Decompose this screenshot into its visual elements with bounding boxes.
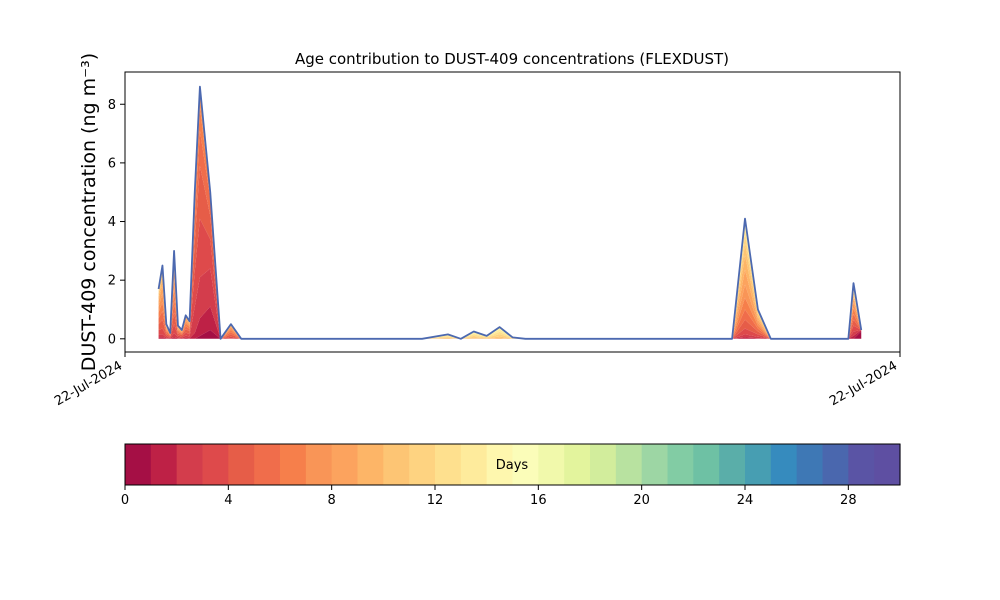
colorbar-tick-label: 24 xyxy=(737,493,754,508)
plot-area xyxy=(157,85,863,340)
colorbar-segment xyxy=(486,444,514,485)
y-tick-label: 4 xyxy=(108,215,116,230)
colorbar-segment xyxy=(125,444,152,485)
colorbar-segment xyxy=(822,444,849,485)
axes-frame xyxy=(124,71,901,353)
y-axis: 0 2 4 6 8 xyxy=(108,98,125,347)
colorbar xyxy=(124,443,901,486)
colorbar-label: Days xyxy=(496,458,529,473)
colorbar-tick-label: 8 xyxy=(328,493,336,508)
colorbar-frame xyxy=(124,443,901,486)
colorbar-segment xyxy=(590,444,617,485)
colorbar-tick-label: 0 xyxy=(121,493,129,508)
colorbar-segment xyxy=(848,444,875,485)
colorbar-segment xyxy=(874,444,901,485)
colorbar-tick-label: 16 xyxy=(530,493,547,508)
colorbar-segment xyxy=(538,444,565,485)
colorbar-tick-label: 4 xyxy=(224,493,232,508)
plot-frame xyxy=(124,71,901,353)
y-tick-label: 2 xyxy=(108,274,116,289)
colorbar-segment xyxy=(641,444,669,485)
colorbar-ticks: 0 4 8 12 16 20 24 28 xyxy=(121,485,857,508)
colorbar-segment xyxy=(435,444,462,485)
colorbar-tick-label: 28 xyxy=(840,493,857,508)
colorbar-segment xyxy=(770,444,798,485)
colorbar-segment xyxy=(667,444,694,485)
colorbar-segment xyxy=(409,444,436,485)
colorbar-segment xyxy=(357,444,384,485)
y-tick-label: 6 xyxy=(108,156,116,171)
colorbar-segment xyxy=(228,444,255,485)
colorbar-segment xyxy=(745,444,772,485)
colorbar-segment xyxy=(719,444,746,485)
colorbar-segment xyxy=(564,444,591,485)
colorbar-segment xyxy=(331,444,359,485)
colorbar-segment xyxy=(280,444,307,485)
colorbar-segment xyxy=(615,444,643,485)
colorbar-segment xyxy=(383,444,410,485)
colorbar-segment xyxy=(512,444,539,485)
y-tick-label: 8 xyxy=(108,98,116,113)
colorbar-segment xyxy=(150,444,178,485)
y-tick-label: 0 xyxy=(108,332,116,347)
colorbar-segment xyxy=(305,444,333,485)
total-concentration-line xyxy=(157,85,863,340)
colorbar-tick-label: 20 xyxy=(633,493,650,508)
chart-title: Age contribution to DUST-409 concentrati… xyxy=(295,50,729,68)
colorbar-segment xyxy=(693,444,720,485)
y-axis-label: DUST-409 concentration (ng m⁻³) xyxy=(78,53,100,371)
colorbar-segment xyxy=(254,444,281,485)
colorbar-segment xyxy=(202,444,229,485)
colorbar-segment xyxy=(460,444,488,485)
colorbar-segment xyxy=(796,444,824,485)
colorbar-segment xyxy=(176,444,204,485)
colorbar-tick-label: 12 xyxy=(427,493,444,508)
